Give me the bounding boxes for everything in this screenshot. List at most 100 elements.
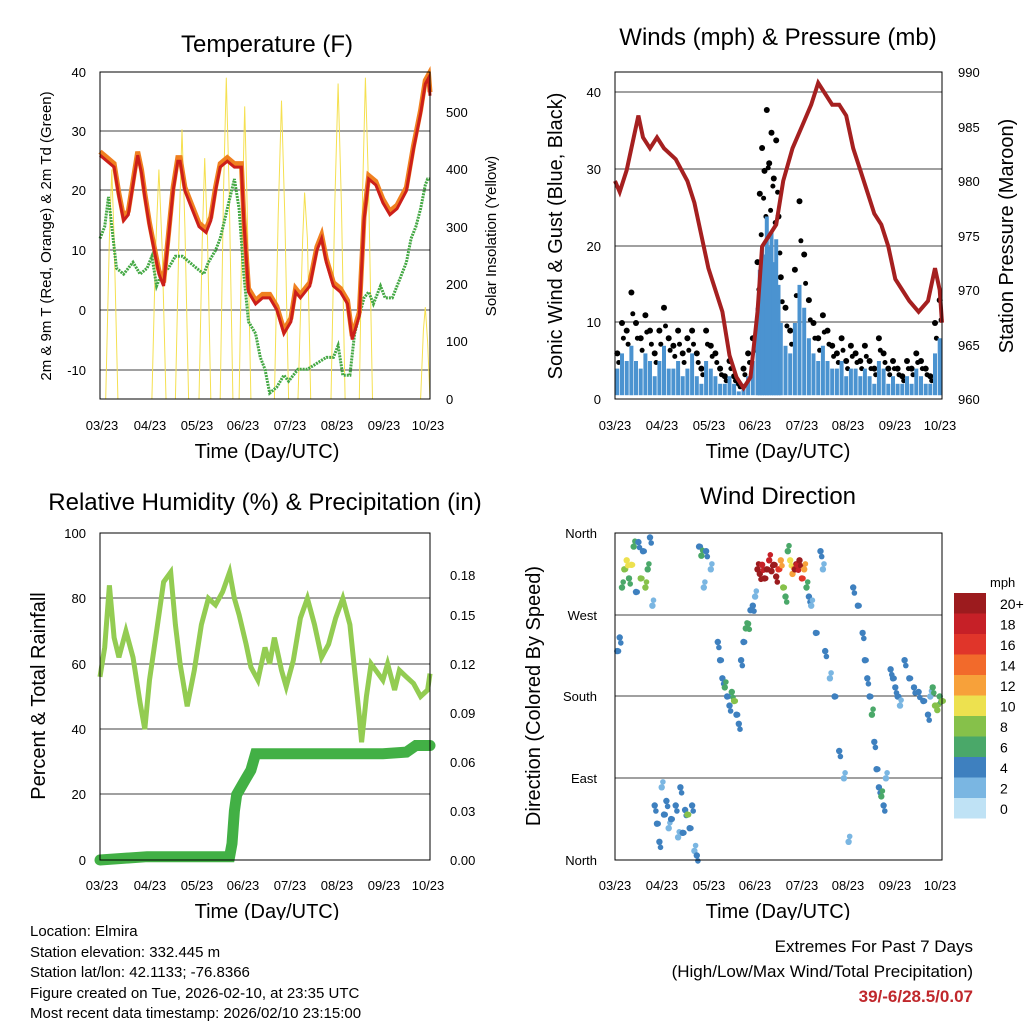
direction-point [751, 608, 757, 614]
direction-point [819, 566, 827, 573]
gust-point [681, 360, 687, 365]
legend-label: 8 [1000, 719, 1008, 735]
y2-tick-label: 0.09 [450, 706, 475, 721]
legend-swatch [954, 634, 986, 655]
speed-legend: mph 20+ 18 16 14 12 10 8 6 4 2 0 [954, 575, 1024, 819]
y2-tick-label: 0.15 [450, 608, 475, 623]
y2-tick-label: 0 [446, 392, 453, 407]
direction-point [774, 579, 781, 585]
gust-point [803, 280, 809, 286]
direction-x-ticks: 03/23 04/23 05/23 06/23 07/23 08/23 09/2… [599, 878, 957, 893]
direction-point [662, 811, 668, 818]
gust-point [770, 183, 776, 189]
gust-point [768, 207, 774, 213]
direction-point [786, 542, 792, 549]
y2-tick-label: 0.18 [450, 568, 475, 583]
direction-point [672, 802, 679, 809]
gust-point [745, 350, 752, 357]
x-tick-label: 03/23 [599, 418, 632, 433]
winds-panel: Winds (mph) & Pressure (mb) 0 10 20 30 4… [545, 24, 1018, 463]
y-tick-label: 40 [587, 85, 601, 100]
x-tick-label: 07/23 [274, 878, 307, 893]
direction-point [663, 797, 670, 805]
gust-point [810, 320, 817, 326]
gust-point [723, 378, 729, 384]
y2-tick-label: 970 [958, 283, 980, 298]
humidity-grid [100, 597, 430, 795]
x-tick-label: 04/23 [646, 418, 679, 433]
direction-point [758, 561, 766, 568]
direction-point [709, 561, 715, 567]
direction-point [704, 553, 711, 560]
gust-point [742, 372, 748, 378]
gust-point [721, 373, 728, 380]
direction-point [926, 717, 932, 723]
legend-swatch [954, 654, 986, 675]
gust-point [740, 365, 747, 372]
x-tick-label: 10/23 [412, 878, 445, 893]
direction-point [674, 808, 680, 814]
x-tick-label: 06/23 [739, 418, 772, 433]
legend-swatch [954, 593, 986, 614]
gust-point [901, 378, 907, 384]
gust-point [890, 358, 896, 364]
direction-point [674, 834, 682, 841]
legend-swatch [954, 777, 986, 798]
direction-point [656, 838, 663, 845]
gust-point [927, 373, 934, 380]
gust-point [922, 365, 929, 372]
gust-point [763, 107, 770, 113]
x-tick-label: 06/23 [227, 878, 260, 893]
temperature-x-label: Time (Day/UTC) [195, 441, 340, 463]
direction-point [903, 662, 909, 669]
gust-point [700, 372, 706, 378]
direction-point [784, 548, 791, 555]
y-tick-label: 40 [72, 722, 86, 737]
legend-swatch [954, 757, 986, 778]
direction-point [618, 640, 624, 646]
gust-point [675, 327, 682, 334]
direction-point [796, 557, 803, 564]
direction-point [756, 570, 763, 578]
direction-point [898, 697, 904, 703]
gust-point [765, 165, 771, 171]
direction-point [808, 602, 815, 609]
gust-point [913, 350, 920, 357]
gust-point [707, 342, 714, 349]
gust-point [885, 365, 892, 372]
gust-point [766, 160, 773, 167]
direction-point [887, 666, 894, 673]
direction-point [931, 690, 937, 696]
gust-point [628, 289, 635, 296]
y2-tick-label: 400 [446, 162, 468, 177]
direction-point [868, 711, 876, 718]
direction-plot-frame [614, 532, 943, 861]
direction-point [850, 584, 857, 591]
direction-point [907, 675, 914, 682]
direction-point [910, 684, 918, 691]
gust-point [773, 137, 780, 144]
gust-point [805, 297, 812, 304]
gust-point [712, 350, 719, 357]
direction-point [772, 562, 778, 568]
x-tick-label: 10/23 [412, 418, 445, 433]
gust-point [619, 320, 625, 326]
direction-point [864, 675, 871, 682]
gust-point [667, 347, 673, 353]
precip-line [94, 740, 436, 866]
x-tick-label: 03/23 [86, 418, 119, 433]
gust-point [693, 350, 700, 357]
direction-point [623, 557, 630, 564]
direction-point [751, 593, 759, 600]
direction-point [646, 561, 652, 567]
temp-2m-line [99, 72, 432, 340]
direction-point [646, 534, 654, 541]
temperature-y2-label: Solar Insolation (Yellow) [483, 156, 500, 316]
legend-swatch [954, 736, 986, 757]
direction-point [878, 793, 885, 800]
direction-point [653, 808, 659, 814]
direction-point [842, 770, 848, 776]
direction-point [803, 584, 810, 591]
winds-x-label: Time (Day/UTC) [706, 441, 851, 463]
gust-point [614, 350, 621, 357]
